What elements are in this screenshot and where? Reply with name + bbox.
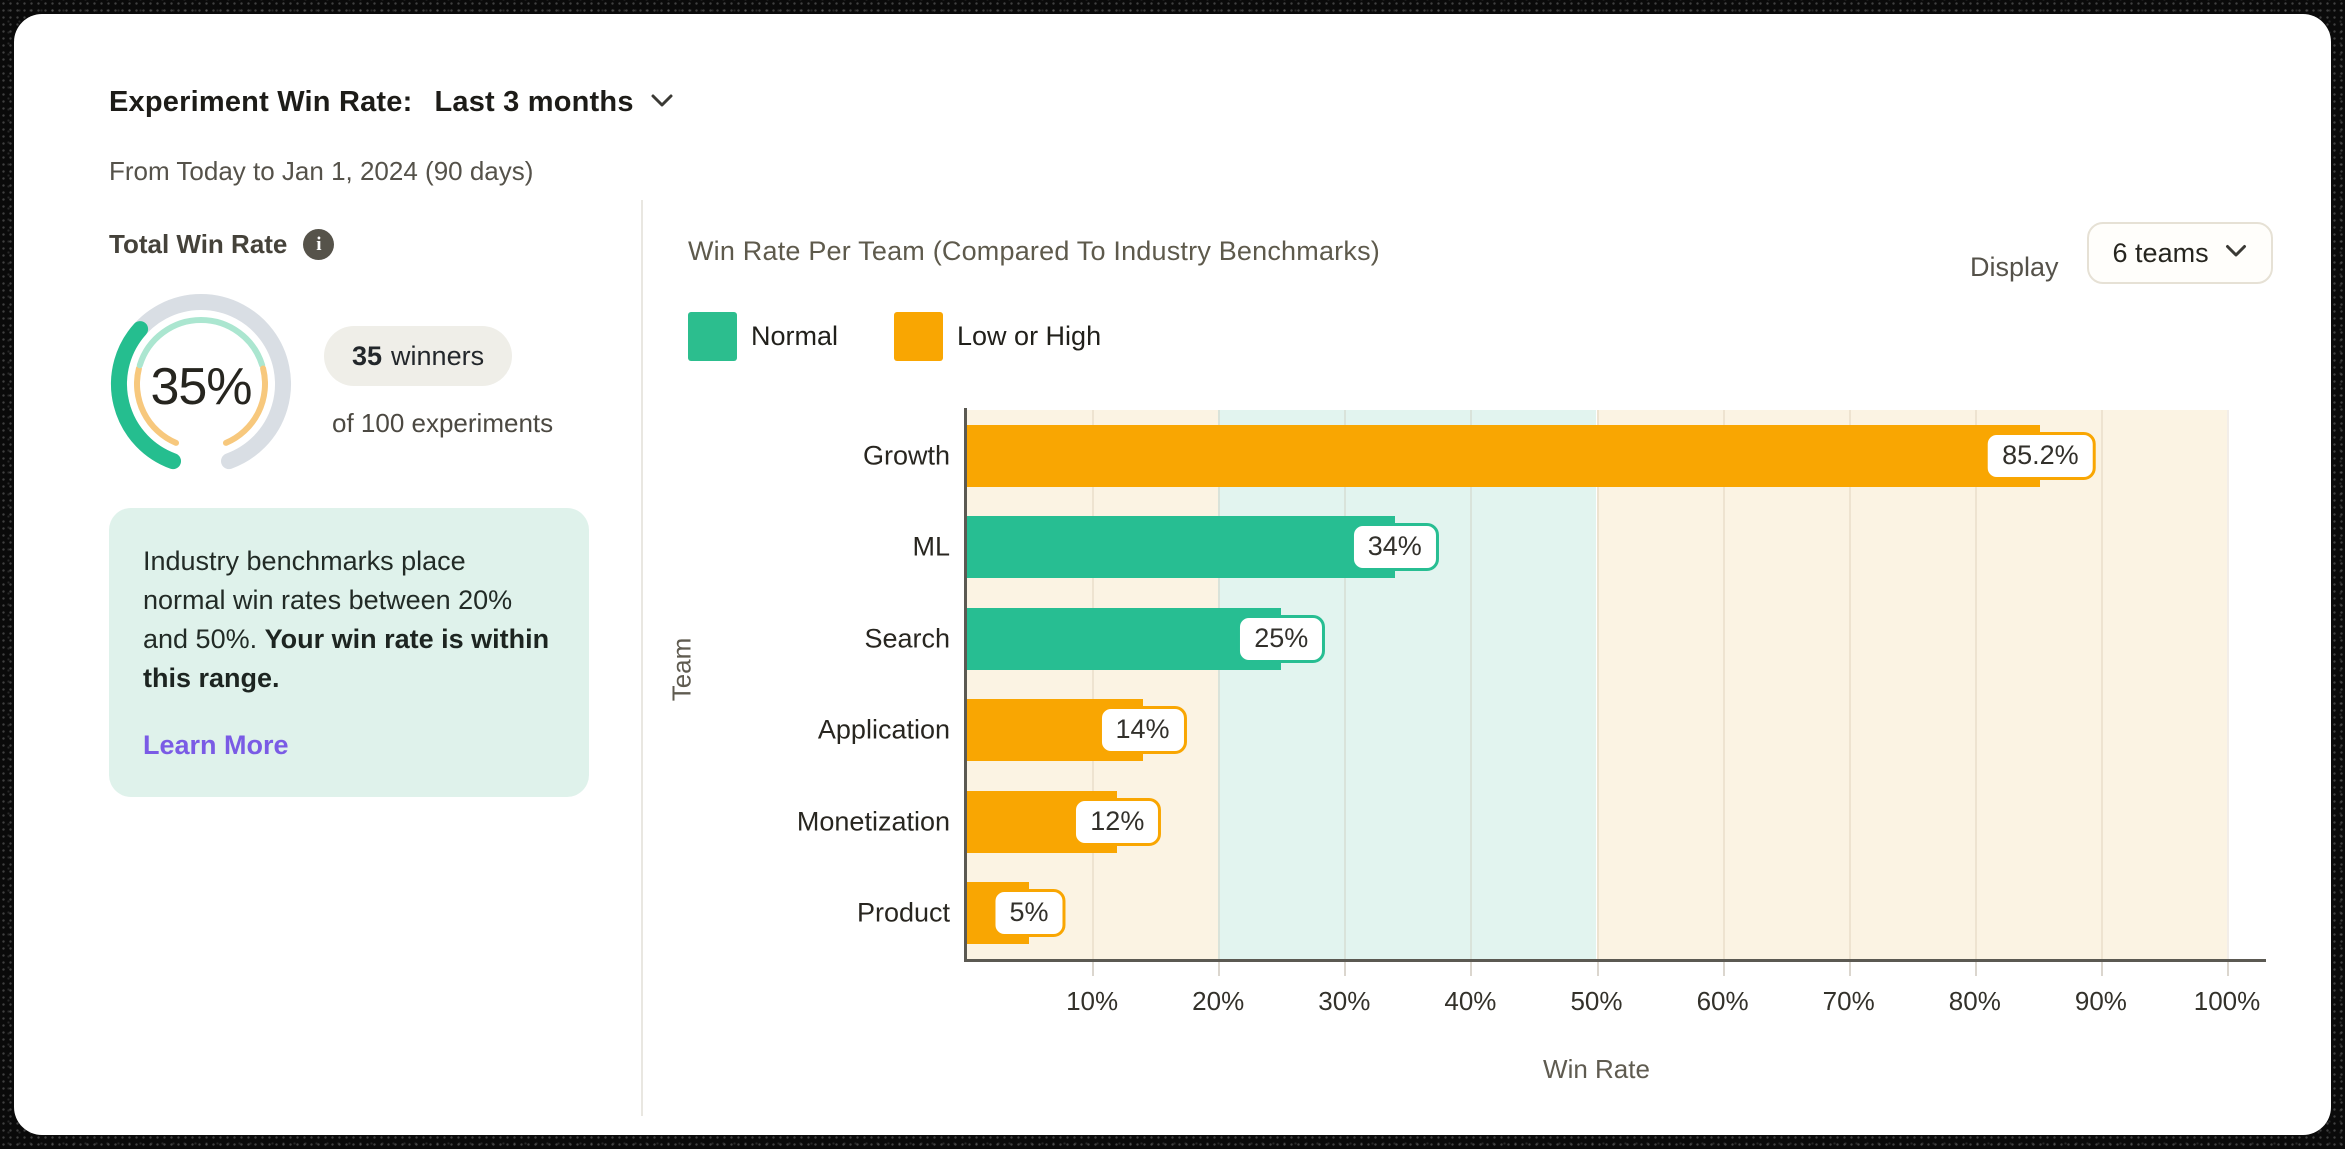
tick-80% — [1974, 962, 1977, 976]
tick-90% — [2100, 962, 2103, 976]
benchmark-note-bold: Your win rate is within this range. — [143, 623, 550, 693]
gridline-40% — [1470, 410, 1473, 959]
gridline-100% — [2227, 410, 2229, 959]
tick-60% — [1722, 962, 1725, 976]
ylabel-monetization: Monetization — [796, 806, 950, 837]
benchmark-band-2 — [1596, 410, 2227, 959]
legend-swatch-low-or-high — [894, 312, 944, 361]
win-rate-gauge: 35% — [101, 284, 301, 484]
value-label-growth: 85.2% — [1985, 431, 2096, 480]
gridline-90% — [2100, 410, 2103, 959]
value-label-ml: 34% — [1350, 523, 1439, 572]
winners-count: 35 — [352, 340, 383, 371]
value-label-application: 14% — [1098, 706, 1187, 755]
value-label-search: 25% — [1237, 614, 1326, 663]
ylabel-growth: Growth — [862, 440, 950, 471]
experiments-total: of 100 experiments — [332, 408, 554, 438]
legend-item-low-or-high: Low or High — [894, 312, 1101, 361]
xtick-label-50%: 50% — [1570, 986, 1623, 1016]
date-range-subtitle: From Today to Jan 1, 2024 (90 days) — [109, 156, 534, 186]
info-icon[interactable]: i — [303, 229, 335, 260]
gauge-progress-arc — [111, 321, 181, 470]
xtick-label-70%: 70% — [1822, 986, 1875, 1016]
tick-100% — [2227, 962, 2229, 976]
tick-30% — [1344, 962, 1347, 976]
value-label-monetization: 12% — [1073, 797, 1162, 846]
benchmark-band-0 — [966, 410, 1219, 959]
xtick-label-20%: 20% — [1192, 986, 1245, 1016]
x-axis-tick-labels: 10% 20% 30% 40% 50% 60% 70% 80% 90% 100% — [966, 986, 2260, 1020]
plot-area: 85.2% 34% 25% 14% 12% 5% — [966, 410, 2229, 959]
benchmark-note-text: Industry benchmarks place normal win rat… — [143, 542, 553, 698]
y-axis-labels: Growth ML Search Application Monetization Pro… — [678, 410, 950, 959]
page-title: Experiment Win Rate: — [109, 86, 413, 118]
bar-search — [966, 607, 1282, 670]
xtick-label-100%: 100% — [2193, 986, 2261, 1016]
ylabel-ml: ML — [912, 531, 950, 562]
x-axis-title: Win Rate — [1543, 1054, 1650, 1084]
legend-label-normal: Normal — [751, 321, 839, 351]
y-axis-title: Team — [666, 637, 697, 702]
date-range-value[interactable]: Last 3 months — [434, 86, 634, 118]
display-control: Display 6 teams — [1970, 222, 2273, 298]
winners-badge: 35 winners — [324, 326, 513, 386]
gauge-zone-high-arc — [223, 365, 268, 446]
benchmark-band-1 — [1218, 410, 1597, 959]
x-axis-ticks — [966, 962, 2229, 976]
chart-legend: Normal Low or High — [688, 312, 1157, 361]
xtick-label-30%: 30% — [1318, 986, 1371, 1016]
tick-50% — [1596, 962, 1599, 976]
y-axis-line — [964, 408, 967, 961]
xtick-label-60%: 60% — [1696, 986, 1749, 1016]
ylabel-search: Search — [864, 623, 950, 654]
teams-display-value[interactable]: 6 teams — [2112, 237, 2209, 268]
legend-item-normal: Normal — [688, 312, 838, 361]
gauge-zone-normal-arc — [136, 317, 266, 369]
ylabel-application: Application — [817, 714, 950, 745]
chevron-down-icon[interactable] — [650, 93, 674, 113]
gridline-30% — [1344, 410, 1347, 959]
teams-display-dropdown[interactable]: 6 teams — [2086, 222, 2273, 284]
tick-40% — [1470, 962, 1473, 976]
x-axis-line — [964, 959, 2266, 962]
total-win-rate-header: Total Win Rate i — [109, 229, 335, 260]
gridline-60% — [1722, 410, 1725, 959]
value-label-product: 5% — [992, 889, 1066, 938]
learn-more-link[interactable]: Learn More — [143, 729, 289, 760]
gridline-50% — [1596, 410, 1599, 959]
ylabel-product: Product — [856, 897, 950, 928]
gridline-10% — [1092, 410, 1095, 959]
panel-divider — [641, 200, 643, 1116]
dashboard-card: Experiment Win Rate: Last 3 months From … — [14, 14, 2331, 1135]
bar-ml — [966, 516, 1395, 579]
chart-title: Win Rate Per Team (Compared To Industry … — [688, 236, 1380, 266]
date-range-selector[interactable]: Last 3 months — [434, 86, 673, 119]
chevron-down-icon[interactable] — [2225, 244, 2247, 263]
gauge-value: 35% — [150, 358, 251, 416]
xtick-label-10%: 10% — [1066, 986, 1119, 1016]
tick-70% — [1848, 962, 1851, 976]
xtick-label-90%: 90% — [2074, 986, 2127, 1016]
gridline-20% — [1218, 410, 1221, 959]
gridline-80% — [1974, 410, 1977, 959]
tick-20% — [1218, 962, 1221, 976]
winners-label: winners — [391, 340, 485, 371]
tick-10% — [1092, 962, 1095, 976]
legend-swatch-normal — [688, 312, 737, 361]
xtick-label-40%: 40% — [1444, 986, 1497, 1016]
legend-label-low-or-high: Low or High — [957, 321, 1102, 351]
benchmark-note-card: Industry benchmarks place normal win rat… — [109, 508, 589, 797]
xtick-label-80%: 80% — [1948, 986, 2001, 1016]
gridline-70% — [1848, 410, 1851, 959]
display-label: Display — [1970, 251, 2059, 282]
bar-growth — [966, 424, 2041, 487]
gauge-zone-low-arc — [134, 365, 179, 446]
benchmark-note-regular: Industry benchmarks place normal win rat… — [143, 546, 513, 654]
header: Experiment Win Rate: Last 3 months — [109, 86, 674, 119]
total-win-rate-label: Total Win Rate — [109, 229, 288, 259]
